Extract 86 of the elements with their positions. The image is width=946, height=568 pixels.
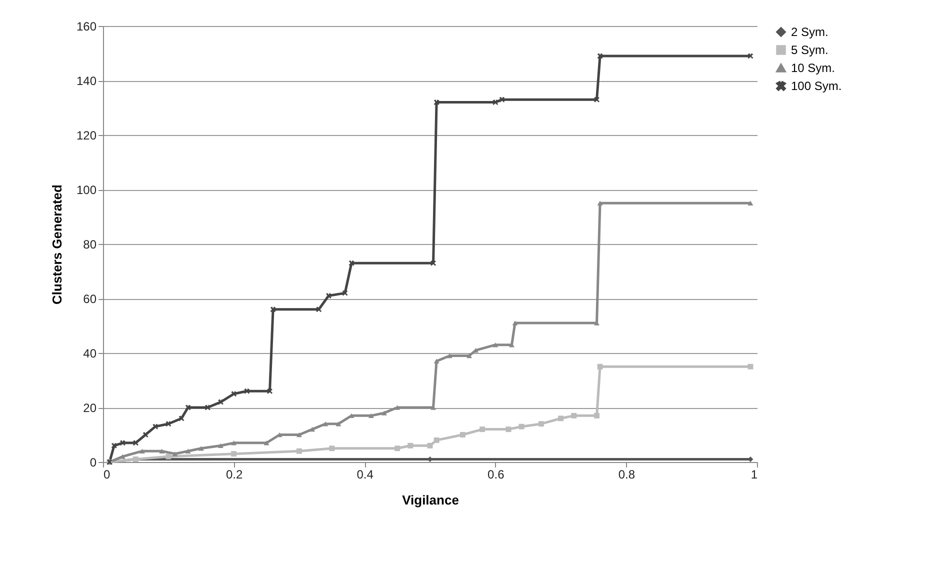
- point: [558, 416, 564, 422]
- point: [152, 424, 158, 430]
- point: [748, 200, 754, 206]
- point: [408, 442, 414, 448]
- point: [434, 437, 440, 443]
- x-tick-label: 0: [104, 468, 110, 482]
- x-tick-label: 0.2: [226, 468, 243, 482]
- point: [185, 448, 191, 454]
- y-tick-label: 100: [76, 183, 97, 197]
- point: [132, 440, 138, 446]
- point: [270, 306, 276, 312]
- y-axis-title: Clusters Generated: [49, 184, 64, 304]
- point: [427, 442, 433, 448]
- legend-label: 10 Sym.: [791, 61, 836, 75]
- point: [310, 426, 316, 432]
- point: [159, 448, 165, 454]
- y-tick-label: 40: [83, 346, 97, 360]
- point: [594, 96, 600, 102]
- point: [480, 426, 486, 432]
- point: [348, 260, 354, 266]
- point: [394, 446, 400, 452]
- point: [204, 404, 210, 410]
- point: [594, 412, 600, 418]
- point: [264, 440, 270, 446]
- point: [394, 405, 400, 410]
- legend-label: 2 Sym.: [791, 25, 828, 39]
- point: [198, 446, 204, 451]
- y-tick-label: 80: [83, 238, 97, 252]
- point: [492, 100, 498, 106]
- legend-label: 100 Sym.: [791, 79, 842, 93]
- point: [218, 443, 224, 448]
- point: [336, 421, 342, 426]
- point: [142, 432, 148, 438]
- point: [571, 412, 577, 418]
- point: [322, 421, 328, 426]
- point: [466, 353, 472, 358]
- point: [140, 448, 145, 454]
- point: [460, 432, 466, 438]
- point: [326, 293, 332, 299]
- y-tick-label: 160: [76, 20, 97, 34]
- point: [368, 413, 374, 418]
- y-tick-label: 0: [90, 456, 97, 470]
- x-tick-label: 0.6: [488, 468, 505, 482]
- point: [499, 96, 505, 102]
- point: [218, 399, 224, 405]
- point: [597, 364, 603, 370]
- point: [120, 454, 126, 459]
- point: [231, 451, 237, 457]
- point: [166, 454, 172, 460]
- y-tick-label: 60: [83, 292, 97, 306]
- x-tick-label: 0.8: [618, 468, 636, 482]
- point: [748, 364, 754, 370]
- point: [296, 448, 302, 454]
- point: [430, 260, 436, 266]
- point: [244, 388, 250, 394]
- y-tick-label: 120: [76, 128, 97, 142]
- point: [434, 100, 440, 106]
- point: [111, 442, 117, 448]
- point: [538, 421, 544, 427]
- point: [329, 446, 335, 452]
- point: [434, 358, 440, 364]
- point: [342, 290, 348, 296]
- point: [172, 451, 178, 456]
- point: [316, 306, 322, 312]
- point: [748, 53, 754, 59]
- x-tick-label: 1: [750, 468, 758, 482]
- point: [267, 388, 273, 394]
- y-tick-label: 20: [83, 401, 97, 415]
- point: [120, 440, 126, 446]
- y-tick-label: 140: [76, 74, 97, 88]
- point: [166, 421, 172, 427]
- x-axis-title: Vigilance: [402, 492, 459, 508]
- x-tick-label: 0.4: [356, 468, 374, 482]
- point: [381, 410, 387, 416]
- point: [518, 424, 524, 430]
- point: [178, 416, 184, 422]
- point: [506, 426, 512, 432]
- point: [231, 391, 237, 397]
- point: [597, 53, 603, 59]
- legend-label: 5 Sym.: [791, 43, 828, 57]
- point: [512, 320, 518, 326]
- point: [492, 342, 498, 348]
- point: [446, 353, 452, 358]
- point: [597, 200, 603, 206]
- point: [296, 432, 302, 438]
- point: [231, 440, 237, 446]
